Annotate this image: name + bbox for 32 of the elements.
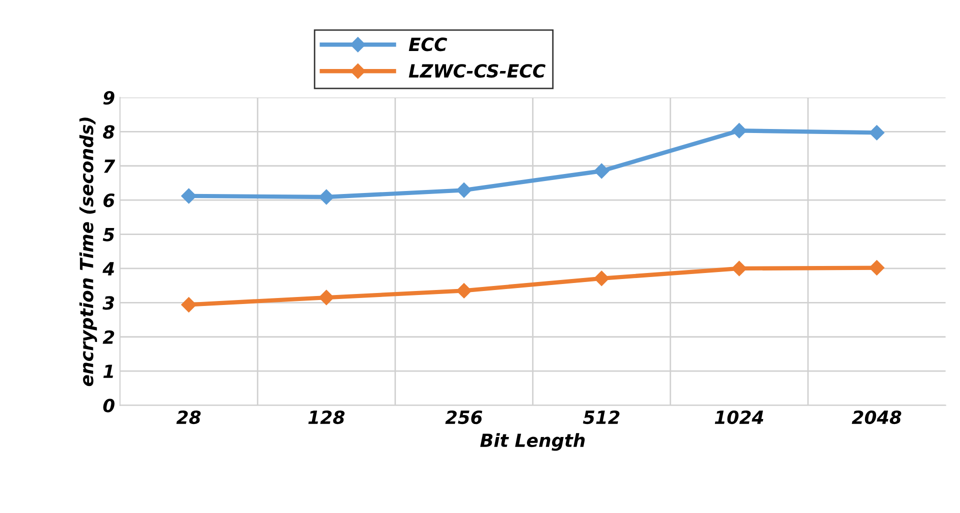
legend-label: LZWC-CS-ECC	[408, 64, 546, 78]
point	[456, 182, 472, 198]
x-tick-label: 2048	[852, 410, 902, 424]
y-tick-label: 9	[103, 90, 114, 105]
point	[181, 188, 196, 204]
x-tick-label: 512	[582, 410, 620, 424]
point	[594, 163, 610, 179]
y-tick-label: 4	[102, 262, 114, 276]
point	[181, 297, 196, 312]
x-axis-title: Bit Length	[480, 433, 585, 451]
y-tick-label: 5	[102, 228, 114, 242]
point	[594, 270, 610, 286]
point	[869, 260, 884, 276]
point	[318, 290, 334, 306]
y-tick-label: 0	[103, 398, 114, 412]
x-tick-label: 28	[176, 410, 201, 424]
y-tick-label: 3	[102, 296, 114, 310]
y-tick-label: 8	[102, 125, 114, 139]
point	[732, 260, 747, 276]
y-tick-label: 6	[103, 194, 114, 208]
y-tick-label: 7	[104, 160, 116, 173]
point	[869, 125, 884, 140]
y-axis-title: encryption Time (seconds)	[79, 118, 98, 386]
point	[318, 189, 334, 205]
y-tick-label: 1	[103, 364, 114, 378]
legend-label: ECC	[408, 38, 448, 52]
point	[732, 123, 747, 138]
y-tick-label: 2	[102, 330, 114, 344]
x-tick-label: 1024	[714, 410, 764, 424]
x-tick-label: 256	[445, 410, 482, 424]
point	[456, 283, 472, 298]
x-tick-label: 128	[308, 410, 345, 424]
